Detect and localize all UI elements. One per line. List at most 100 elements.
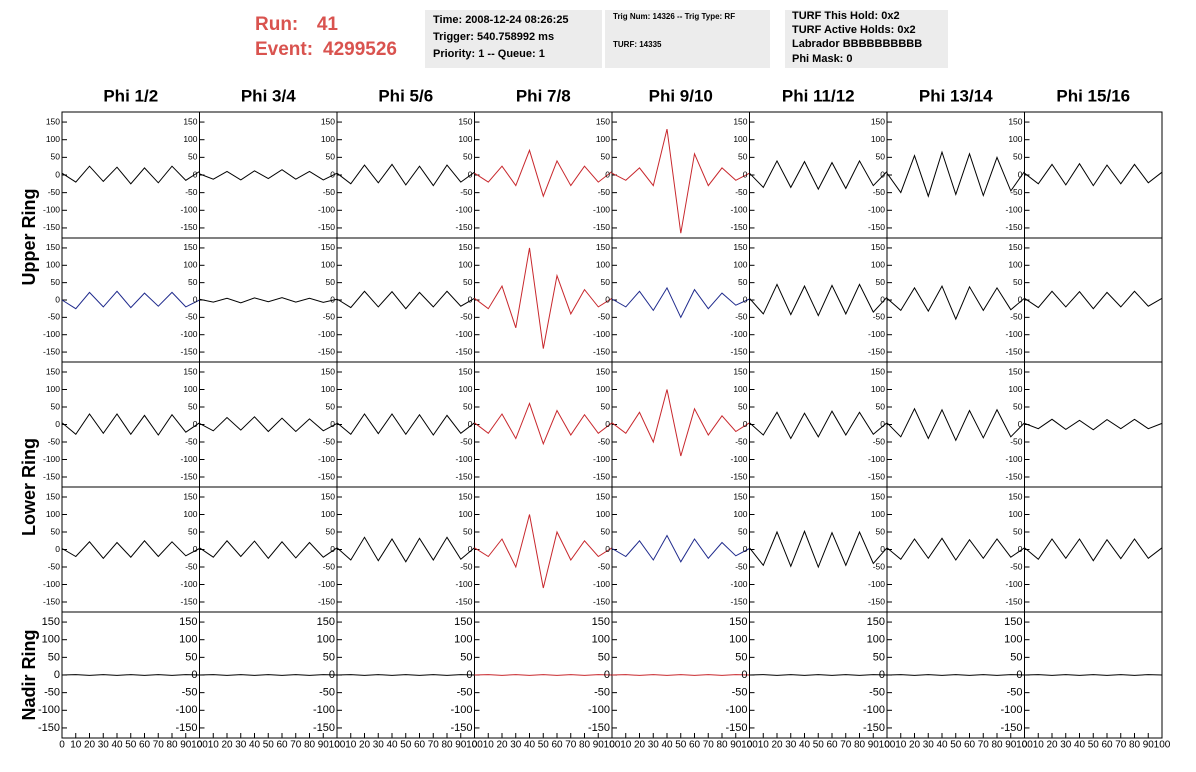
waveform bbox=[1024, 538, 1163, 562]
y-tick-label: -50 bbox=[598, 312, 611, 322]
y-tick-label: -150 bbox=[43, 596, 60, 606]
y-tick-label: 0 bbox=[193, 169, 198, 179]
y-tick-label: 100 bbox=[733, 134, 747, 144]
y-tick-label: -150 bbox=[318, 346, 335, 356]
y-tick-label: -150 bbox=[318, 471, 335, 481]
y-tick-label: 0 bbox=[605, 419, 610, 429]
y-tick-label: -150 bbox=[180, 596, 197, 606]
y-tick-label: 50 bbox=[876, 401, 886, 411]
y-tick-label: -50 bbox=[732, 687, 748, 699]
y-tick-label: 100 bbox=[46, 384, 60, 394]
y-tick-label: 50 bbox=[188, 152, 198, 162]
x-tick-label: 20 bbox=[634, 740, 646, 751]
y-tick-label: -100 bbox=[38, 704, 60, 716]
x-tick-label: 70 bbox=[840, 740, 852, 751]
waveform bbox=[749, 529, 888, 569]
y-tick-label: 0 bbox=[604, 669, 610, 681]
y-tick-label: 150 bbox=[867, 616, 885, 628]
y-tick-label: -50 bbox=[185, 436, 198, 446]
y-tick-label: 150 bbox=[454, 616, 472, 628]
y-tick-label: 150 bbox=[321, 116, 335, 126]
waveform bbox=[611, 286, 750, 319]
y-tick-label: 50 bbox=[463, 401, 473, 411]
y-tick-label: -150 bbox=[730, 346, 747, 356]
y-tick-label: -100 bbox=[318, 579, 335, 589]
x-tick-label: 50 bbox=[675, 740, 687, 751]
x-tick-label: 50 bbox=[950, 740, 962, 751]
x-tick-label: 10 bbox=[345, 740, 357, 751]
y-tick-label: 100 bbox=[1008, 260, 1022, 270]
y-tick-label: -100 bbox=[180, 579, 197, 589]
waveform bbox=[199, 297, 338, 304]
y-tick-label: -150 bbox=[450, 722, 472, 734]
waveform bbox=[474, 674, 613, 676]
y-tick-label: 0 bbox=[880, 169, 885, 179]
y-tick-label: -100 bbox=[180, 329, 197, 339]
y-tick-label: 150 bbox=[871, 242, 885, 252]
waveform bbox=[611, 674, 750, 676]
y-tick-label: 0 bbox=[1018, 169, 1023, 179]
y-tick-label: 50 bbox=[598, 651, 610, 663]
y-tick-label: 150 bbox=[871, 116, 885, 126]
y-tick-label: 50 bbox=[51, 152, 61, 162]
y-tick-label: -150 bbox=[868, 222, 885, 232]
y-tick-label: 0 bbox=[743, 419, 748, 429]
ring-label: Upper Ring bbox=[19, 189, 39, 286]
panel-frame bbox=[611, 237, 750, 363]
column-header: Phi 5/6 bbox=[378, 86, 433, 105]
y-tick-label: 0 bbox=[193, 544, 198, 554]
y-tick-label: 150 bbox=[729, 616, 747, 628]
info-box bbox=[605, 10, 770, 68]
y-tick-label: -50 bbox=[460, 312, 473, 322]
panel-frame bbox=[61, 111, 200, 239]
y-tick-label: 100 bbox=[871, 509, 885, 519]
info-box bbox=[425, 10, 602, 68]
waveform bbox=[886, 674, 1025, 676]
y-tick-label: 150 bbox=[1008, 366, 1022, 376]
y-tick-label: 150 bbox=[733, 366, 747, 376]
x-tick-label: 10 bbox=[208, 740, 220, 751]
panel-frame bbox=[611, 361, 750, 488]
x-tick-label: 60 bbox=[414, 740, 426, 751]
x-tick-label: 30 bbox=[923, 740, 935, 751]
x-tick-label: 60 bbox=[964, 740, 976, 751]
y-tick-label: 50 bbox=[738, 152, 748, 162]
y-tick-label: 0 bbox=[330, 169, 335, 179]
waveform bbox=[336, 536, 475, 563]
y-tick-label: 100 bbox=[46, 509, 60, 519]
run-label: Run: bbox=[255, 14, 298, 35]
waveform bbox=[61, 674, 200, 676]
x-tick-label: 40 bbox=[386, 740, 398, 751]
waveform bbox=[336, 290, 475, 310]
y-tick-label: 50 bbox=[188, 277, 198, 287]
x-tick-label: 0 bbox=[609, 740, 615, 751]
y-tick-label: 50 bbox=[460, 651, 472, 663]
x-tick-label: 100 bbox=[191, 740, 208, 751]
y-tick-label: 50 bbox=[876, 526, 886, 536]
x-tick-label: 30 bbox=[785, 740, 797, 751]
y-tick-label: -100 bbox=[868, 205, 885, 215]
y-tick-label: 150 bbox=[596, 242, 610, 252]
x-tick-label: 100 bbox=[879, 740, 896, 751]
y-tick-label: 50 bbox=[326, 401, 336, 411]
x-tick-label: 20 bbox=[359, 740, 371, 751]
x-tick-label: 30 bbox=[373, 740, 385, 751]
y-tick-label: -150 bbox=[593, 222, 610, 232]
y-tick-label: 0 bbox=[1016, 669, 1022, 681]
y-tick-label: -100 bbox=[180, 205, 197, 215]
y-tick-label: -150 bbox=[725, 722, 747, 734]
x-tick-label: 70 bbox=[290, 740, 302, 751]
y-tick-label: -100 bbox=[868, 454, 885, 464]
y-tick-label: 0 bbox=[1018, 419, 1023, 429]
waveform bbox=[474, 514, 613, 589]
y-tick-label: -150 bbox=[455, 222, 472, 232]
y-tick-label: 50 bbox=[185, 651, 197, 663]
y-tick-label: 50 bbox=[463, 152, 473, 162]
y-tick-label: 0 bbox=[330, 419, 335, 429]
y-tick-label: 100 bbox=[871, 134, 885, 144]
y-tick-label: -50 bbox=[1010, 561, 1023, 571]
x-tick-label: 0 bbox=[59, 740, 65, 751]
y-tick-label: 150 bbox=[321, 491, 335, 501]
y-tick-label: 100 bbox=[1008, 509, 1022, 519]
waveform bbox=[474, 247, 613, 349]
